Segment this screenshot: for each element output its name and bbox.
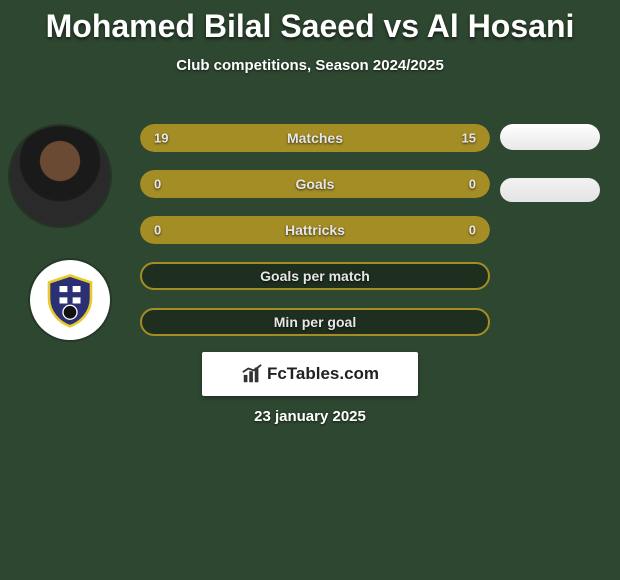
avatar-player-left-club (30, 260, 110, 340)
stat-value-left: 0 (154, 177, 161, 192)
brand-box[interactable]: FcTables.com (202, 352, 418, 396)
stat-label: Matches (287, 130, 343, 146)
stat-label: Min per goal (274, 314, 356, 330)
stat-row: Min per goal (140, 308, 490, 336)
page-title: Mohamed Bilal Saeed vs Al Hosani (0, 0, 620, 45)
stat-value-right: 15 (462, 131, 476, 146)
stat-label: Goals per match (260, 268, 370, 284)
stat-label: Goals (296, 176, 335, 192)
stat-row: 19 15 Matches (140, 124, 490, 152)
stat-value-left: 0 (154, 223, 161, 238)
avatar-player-right (500, 124, 600, 150)
date-label: 23 january 2025 (0, 408, 620, 425)
stat-value-right: 0 (469, 177, 476, 192)
shield-icon (42, 272, 98, 328)
avatar-player-left (10, 126, 110, 226)
stat-row: Goals per match (140, 262, 490, 290)
stat-row: 0 0 Hattricks (140, 216, 490, 244)
bar-chart-icon (241, 363, 263, 385)
page-subtitle: Club competitions, Season 2024/2025 (0, 57, 620, 74)
avatar-player-right-club (500, 178, 600, 202)
stat-row: 0 0 Goals (140, 170, 490, 198)
stat-label: Hattricks (285, 222, 345, 238)
stats-container: 19 15 Matches 0 0 Goals 0 0 Hattricks Goals per m… (140, 124, 490, 354)
stat-value-left: 19 (154, 131, 168, 146)
brand-label: FcTables.com (267, 364, 379, 384)
stat-value-right: 0 (469, 223, 476, 238)
